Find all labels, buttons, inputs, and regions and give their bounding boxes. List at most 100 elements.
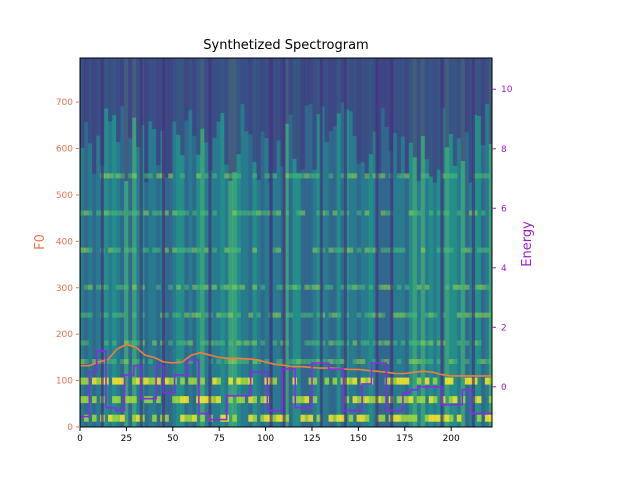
heatmap-column-top bbox=[360, 58, 366, 163]
heatmap-band bbox=[416, 377, 422, 385]
chart-title: Synthetized Spectrogram bbox=[203, 38, 368, 53]
heatmap-column-top bbox=[244, 58, 249, 132]
heatmap-band bbox=[376, 284, 382, 290]
heatmap-column bbox=[172, 58, 177, 427]
heatmap-column-top bbox=[144, 58, 149, 183]
heatmap-band bbox=[184, 414, 189, 422]
heatmap-band bbox=[384, 359, 390, 365]
heatmap-band bbox=[324, 284, 330, 290]
heatmap-band bbox=[132, 377, 137, 385]
heatmap-column-top bbox=[368, 58, 374, 155]
heatmap-band bbox=[340, 247, 346, 253]
heatmap-band bbox=[252, 284, 257, 290]
heatmap-band bbox=[464, 312, 470, 318]
x-tick-label: 75 bbox=[213, 434, 224, 444]
heatmap-band bbox=[292, 284, 298, 290]
heatmap-column bbox=[308, 58, 314, 427]
heatmap-band bbox=[84, 377, 89, 385]
heatmap-band bbox=[416, 359, 422, 365]
heatmap-column bbox=[404, 58, 410, 427]
heatmap-column bbox=[144, 58, 149, 427]
heatmap-column-top bbox=[232, 58, 237, 173]
heatmap-band bbox=[132, 396, 137, 404]
heatmap-band bbox=[304, 396, 310, 404]
heatmap-band bbox=[404, 173, 410, 179]
heatmap-band bbox=[216, 359, 221, 365]
heatmap-band bbox=[488, 414, 492, 422]
heatmap-band bbox=[312, 247, 318, 253]
heatmap-band bbox=[232, 173, 237, 179]
f0-axis-label: F0 bbox=[33, 234, 48, 250]
heatmap-column-top bbox=[460, 58, 466, 161]
heatmap-band bbox=[84, 340, 89, 346]
heatmap-band bbox=[236, 173, 241, 179]
heatmap-band bbox=[412, 359, 418, 365]
heatmap-column-top bbox=[152, 58, 157, 130]
heatmap-band bbox=[304, 312, 310, 318]
energy-series-line bbox=[80, 350, 492, 421]
heatmap-band bbox=[212, 396, 217, 404]
heatmap-band bbox=[80, 247, 85, 253]
heatmap-band bbox=[448, 173, 454, 179]
heatmap-band bbox=[252, 340, 257, 346]
heatmap-band bbox=[188, 340, 193, 346]
heatmap-band bbox=[320, 247, 326, 253]
heatmap-band bbox=[376, 396, 382, 404]
heatmap-band bbox=[84, 247, 89, 253]
heatmap-band bbox=[480, 247, 486, 253]
heatmap-column bbox=[108, 58, 113, 427]
heatmap-band bbox=[228, 377, 233, 385]
heatmap-band bbox=[436, 414, 442, 422]
heatmap-band bbox=[452, 359, 458, 365]
heatmap-band bbox=[324, 210, 330, 216]
heatmap-column bbox=[368, 58, 374, 427]
heatmap-band bbox=[340, 210, 346, 216]
heatmap-column-top bbox=[164, 58, 169, 178]
heatmap-band bbox=[288, 173, 294, 179]
heatmap-band bbox=[480, 359, 486, 365]
heatmap-band bbox=[276, 210, 282, 216]
heatmap-band bbox=[184, 247, 189, 253]
heatmap-column bbox=[80, 58, 85, 427]
heatmap-band bbox=[112, 377, 117, 385]
heatmap-band bbox=[128, 396, 133, 404]
heatmap-band bbox=[92, 396, 97, 404]
heatmap-band bbox=[104, 312, 109, 318]
heatmap-band bbox=[332, 359, 338, 365]
heatmap-band bbox=[148, 359, 153, 365]
heatmap-band bbox=[180, 173, 185, 179]
heatmap-band bbox=[356, 414, 362, 422]
heatmap-band bbox=[444, 414, 450, 422]
heatmap-band bbox=[472, 210, 478, 216]
heatmap-band bbox=[168, 377, 173, 385]
heatmap-column-top bbox=[452, 58, 458, 166]
heatmap-band bbox=[412, 312, 418, 318]
x-tick-label: 175 bbox=[396, 434, 413, 444]
heatmap-band bbox=[116, 247, 121, 253]
heatmap-band bbox=[152, 414, 157, 422]
heatmap-band bbox=[372, 247, 378, 253]
heatmap-band bbox=[124, 247, 129, 253]
heatmap-column-top bbox=[284, 58, 290, 124]
heatmap-band bbox=[176, 284, 181, 290]
heatmap-band bbox=[308, 359, 314, 365]
heatmap-band bbox=[116, 396, 121, 404]
heatmap-column bbox=[228, 58, 233, 427]
heatmap-band bbox=[260, 414, 265, 422]
energy-tick-label: 4 bbox=[501, 264, 507, 274]
heatmap-band bbox=[192, 247, 197, 253]
heatmap-band bbox=[252, 173, 257, 179]
heatmap-band bbox=[328, 414, 334, 422]
heatmap-band bbox=[200, 396, 205, 404]
heatmap-band bbox=[392, 377, 398, 385]
heatmap-band bbox=[400, 340, 406, 346]
heatmap-column-top bbox=[108, 58, 113, 122]
heatmap-band bbox=[112, 396, 117, 404]
f0-tick-label: 100 bbox=[56, 377, 73, 387]
heatmap-band bbox=[408, 340, 414, 346]
heatmap-band bbox=[432, 396, 438, 404]
heatmap-column-top bbox=[432, 58, 438, 183]
heatmap-column-top bbox=[220, 58, 225, 113]
heatmap-column bbox=[360, 58, 366, 427]
heatmap-band bbox=[332, 414, 338, 422]
